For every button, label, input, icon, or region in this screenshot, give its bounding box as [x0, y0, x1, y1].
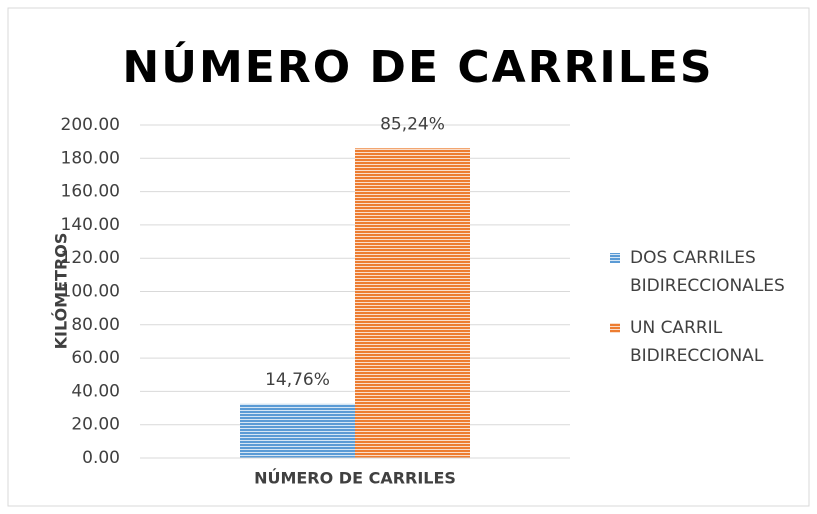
- chart-title: NÚMERO DE CARRILES: [122, 40, 713, 93]
- legend-label: UN CARRIL: [630, 318, 723, 338]
- y-tick-label: 160.00: [61, 182, 120, 202]
- y-tick-label: 180.00: [61, 148, 120, 168]
- data-label: 85,24%: [380, 114, 445, 134]
- y-tick-label: 60.00: [71, 348, 120, 368]
- y-tick-label: 200.00: [61, 115, 120, 135]
- y-tick-label: 80.00: [71, 315, 120, 335]
- data-label: 14,76%: [265, 370, 330, 390]
- legend-label: BIDIRECCIONAL: [630, 346, 764, 366]
- y-tick-label: 140.00: [61, 215, 120, 235]
- legend-label: DOS CARRILES: [630, 248, 756, 268]
- y-tick-label: 120.00: [61, 248, 120, 268]
- legend-label: BIDIRECCIONALES: [630, 276, 785, 296]
- x-tick-label: NÚMERO DE CARRILES: [254, 469, 456, 488]
- y-tick-label: 100.00: [61, 282, 120, 302]
- y-axis-title: KILÓMETROS: [52, 233, 71, 350]
- legend-swatch: [610, 323, 620, 333]
- legend-swatch: [610, 253, 620, 263]
- bar: [240, 403, 355, 458]
- y-tick-label: 40.00: [71, 381, 120, 401]
- y-tick-label: 20.00: [71, 415, 120, 435]
- bar: [355, 148, 470, 458]
- y-tick-label: 0.00: [82, 448, 120, 468]
